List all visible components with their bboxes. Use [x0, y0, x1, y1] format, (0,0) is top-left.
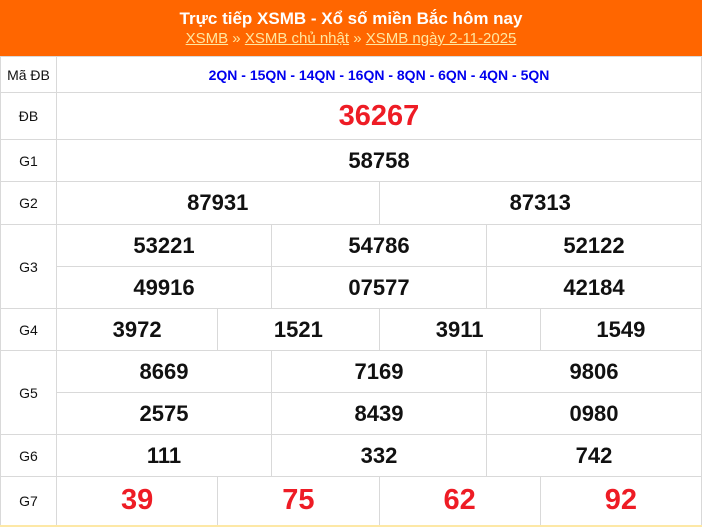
prize-number: 3911: [378, 308, 541, 351]
row-g6: G6 111 332 742: [0, 434, 702, 477]
breadcrumb: XSMB » XSMB chủ nhật » XSMB ngày 2-11-20…: [0, 29, 702, 49]
row-label: G6: [0, 434, 57, 477]
row-g5b: 2575 8439 0980: [1, 392, 702, 435]
row-db: ĐB 36267: [0, 92, 702, 140]
results-table: Mã ĐB 2QN - 15QN - 14QN - 16QN - 8QN - 6…: [0, 56, 702, 527]
row-label: G2: [0, 181, 57, 225]
prize-number: 92: [539, 476, 702, 526]
row-label: G3: [0, 224, 57, 309]
prize-number: 58758: [56, 139, 702, 182]
breadcrumb-xsmb[interactable]: XSMB: [185, 30, 229, 47]
special-prize: 36267: [56, 92, 702, 140]
prize-number: 7169: [271, 350, 487, 393]
row-label: G5: [0, 350, 57, 435]
prize-number: 332: [271, 434, 487, 477]
special-codes: 2QN - 15QN - 14QN - 16QN - 8QN - 6QN - 4…: [56, 56, 702, 93]
row-ma-db: Mã ĐB 2QN - 15QN - 14QN - 16QN - 8QN - 6…: [0, 56, 702, 93]
row-label: Mã ĐB: [0, 56, 57, 93]
prize-number: 1549: [539, 308, 702, 351]
prize-number: 9806: [486, 350, 702, 393]
prize-number: 8669: [56, 350, 272, 393]
row-label: ĐB: [0, 92, 57, 140]
breadcrumb-separator: »: [232, 30, 241, 47]
row-g3b: 49916 07577 42184: [1, 266, 702, 309]
prize-number: 75: [217, 476, 380, 526]
prize-number: 111: [56, 434, 272, 477]
breadcrumb-separator: »: [353, 30, 362, 47]
row-g2: G2 87931 87313: [0, 181, 702, 225]
row-label: G4: [0, 308, 57, 351]
prize-number: 52122: [486, 224, 702, 267]
page-header: Trực tiếp XSMB - Xổ số miền Bắc hôm nay …: [0, 0, 702, 56]
prize-number: 2575: [56, 392, 272, 435]
prize-number: 53221: [56, 224, 272, 267]
prize-number: 49916: [56, 266, 272, 309]
prize-number: 8439: [271, 392, 487, 435]
prize-number: 87931: [56, 181, 380, 225]
row-g5: G5 8669 7169 9806: [0, 350, 702, 435]
breadcrumb-xsmb-date[interactable]: XSMB ngày 2-11-2025: [365, 30, 517, 47]
row-g3: G3 53221 54786 52122: [0, 224, 702, 309]
breadcrumb-xsmb-sunday[interactable]: XSMB chủ nhật: [244, 30, 350, 47]
row-g7: G7 39 75 62 92: [0, 476, 702, 526]
row-label: G1: [0, 139, 57, 182]
row-label: G7: [0, 476, 57, 526]
prize-number: 742: [486, 434, 702, 477]
prize-number: 62: [378, 476, 541, 526]
page-title: Trực tiếp XSMB - Xổ số miền Bắc hôm nay: [179, 9, 523, 28]
prize-number: 07577: [271, 266, 487, 309]
prize-number: 0980: [486, 392, 702, 435]
prize-number: 42184: [486, 266, 702, 309]
prize-number: 3972: [55, 308, 219, 351]
prize-number: 39: [55, 476, 219, 526]
prize-number: 87313: [378, 181, 702, 225]
row-g1: G1 58758: [0, 139, 702, 182]
prize-number: 54786: [271, 224, 487, 267]
row-g4: G4 3972 1521 3911 1549: [0, 308, 702, 351]
prize-number: 1521: [217, 308, 380, 351]
